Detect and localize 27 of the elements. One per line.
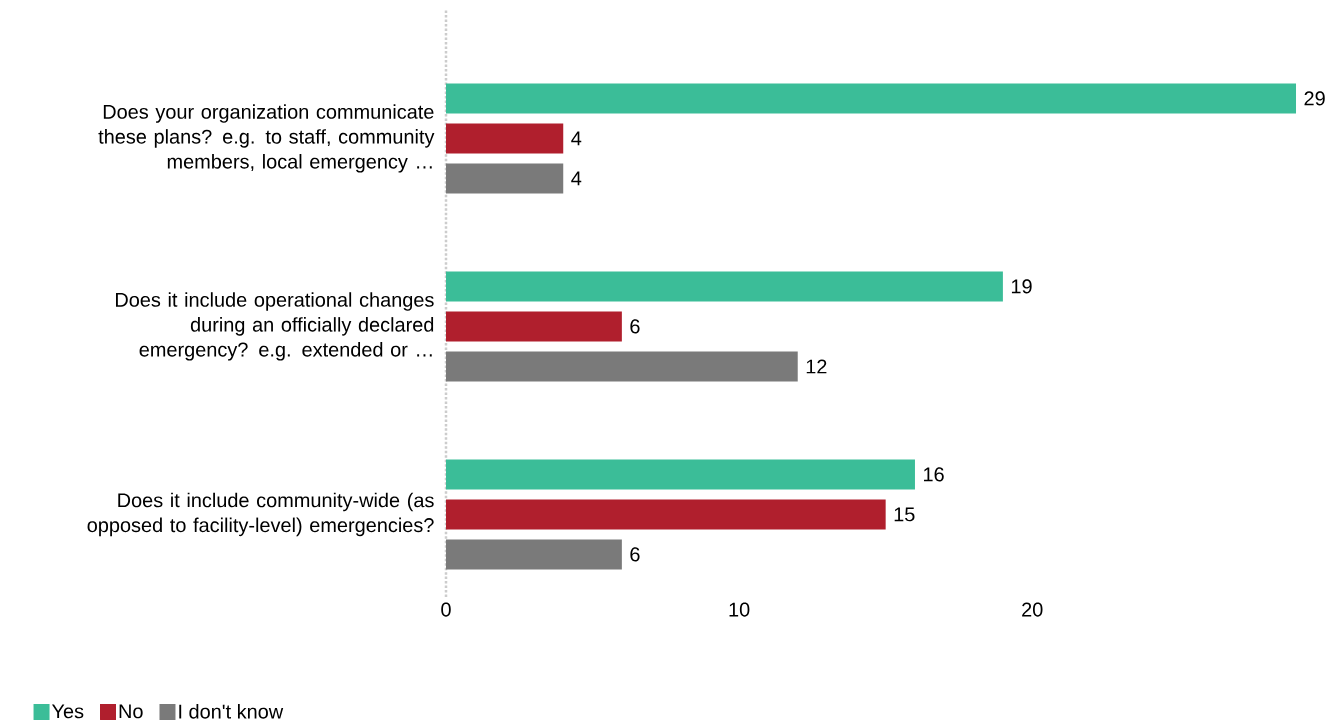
data-label: 16 xyxy=(924,467,944,482)
bar xyxy=(446,351,798,382)
data-label: 15 xyxy=(894,507,915,522)
bar xyxy=(446,499,886,530)
data-label: 6 xyxy=(630,319,640,334)
bar xyxy=(446,539,622,570)
data-label: 19 xyxy=(1011,279,1032,294)
y-tick-label: Does it include operational changes during an officially declared emergency? e.g. extended or … xyxy=(116,292,434,361)
x-tick-label: 10 xyxy=(729,602,750,617)
legend-label: Yes xyxy=(51,704,84,719)
data-label: 6 xyxy=(630,547,640,562)
y-tick-label: Does it include community-wide (as opposed to facility-level) emergencies? xyxy=(87,492,434,537)
legend-label: I don't know xyxy=(179,704,284,719)
data-label: 29 xyxy=(1304,91,1325,106)
data-label: 4 xyxy=(571,171,582,186)
y-tick-label: Does your organization communicate these plans? e.g. to staff, community members, local emergency … xyxy=(98,104,435,173)
bar xyxy=(446,271,1003,302)
bar xyxy=(446,459,915,490)
legend-label: No xyxy=(119,704,143,719)
bar xyxy=(446,123,564,154)
x-tick-label: 20 xyxy=(1022,602,1043,617)
bar xyxy=(446,83,1297,114)
x-tick-label: 0 xyxy=(441,602,451,617)
bar xyxy=(446,311,622,342)
data-label: 4 xyxy=(571,131,582,146)
data-label: 12 xyxy=(806,359,827,374)
bar xyxy=(446,163,564,194)
